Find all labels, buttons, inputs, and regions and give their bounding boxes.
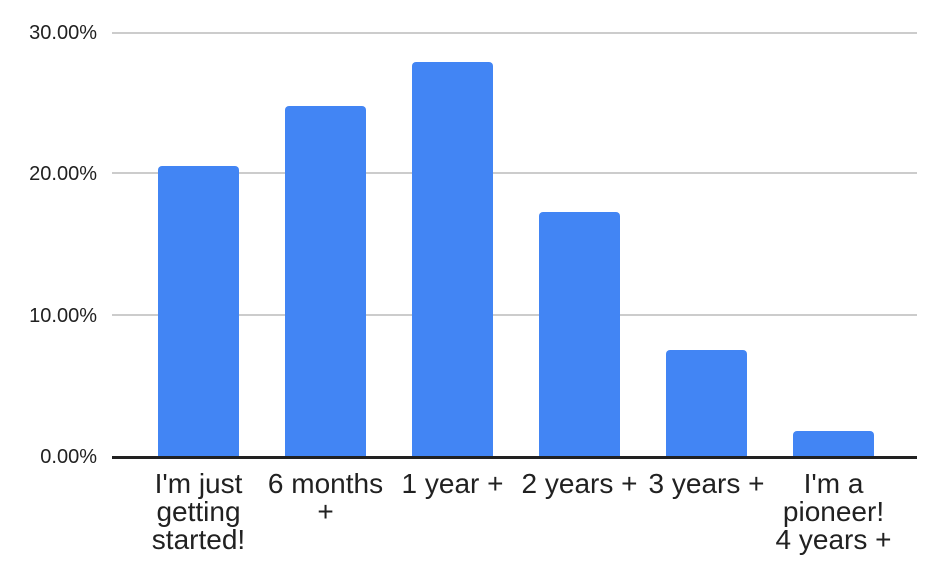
y-axis-tick-label: 10.00% xyxy=(29,304,97,327)
x-axis-label-line: pioneer! xyxy=(782,496,885,527)
gridline xyxy=(112,32,917,34)
bar[interactable] xyxy=(666,350,747,456)
bar-series xyxy=(135,32,897,456)
x-axis-label-line: 2 years + xyxy=(521,468,638,499)
x-axis-label-line: 6 months xyxy=(267,468,384,499)
y-axis-tick-label: 20.00% xyxy=(29,163,97,186)
y-axis-tick-label: 30.00% xyxy=(29,22,97,44)
bar-slot xyxy=(135,32,262,456)
gridline xyxy=(112,172,917,175)
plot-area xyxy=(112,32,917,459)
x-axis-category-label: I'm a pioneer! 4 years + xyxy=(770,470,897,554)
x-axis: I'm just getting started! 6 months +1 year +… xyxy=(135,470,897,554)
x-axis-label-line: I'm just xyxy=(154,468,243,499)
x-axis-label-line: + xyxy=(317,496,334,527)
y-axis-tick-label: 0.00% xyxy=(40,446,97,468)
gridlines xyxy=(112,32,917,456)
x-axis-category-label: 6 months + xyxy=(262,470,389,554)
x-axis-label-line: getting xyxy=(156,496,241,527)
x-axis-label-line: 4 years + xyxy=(775,524,892,555)
bar-slot xyxy=(389,32,516,456)
bar-slot xyxy=(262,32,389,456)
bar-slot xyxy=(516,32,643,456)
bar[interactable] xyxy=(412,61,493,456)
x-axis-category-label: I'm just getting started! xyxy=(135,470,262,554)
bar[interactable] xyxy=(158,166,239,456)
gridline xyxy=(112,313,917,316)
x-axis-label-line: started! xyxy=(151,524,246,555)
bar-slot xyxy=(770,32,897,456)
bar[interactable] xyxy=(285,105,366,456)
x-axis-category-label: 2 years + xyxy=(516,470,643,554)
bar[interactable] xyxy=(539,211,620,456)
x-axis-label-line: 3 years + xyxy=(648,468,765,499)
x-axis-label-line: I'm a xyxy=(803,468,864,499)
bar[interactable] xyxy=(793,431,874,456)
x-axis-category-label: 1 year + xyxy=(389,470,516,554)
x-axis-category-label: 3 years + xyxy=(643,470,770,554)
bar-slot xyxy=(643,32,770,456)
x-axis-label-line: 1 year + xyxy=(401,468,504,499)
